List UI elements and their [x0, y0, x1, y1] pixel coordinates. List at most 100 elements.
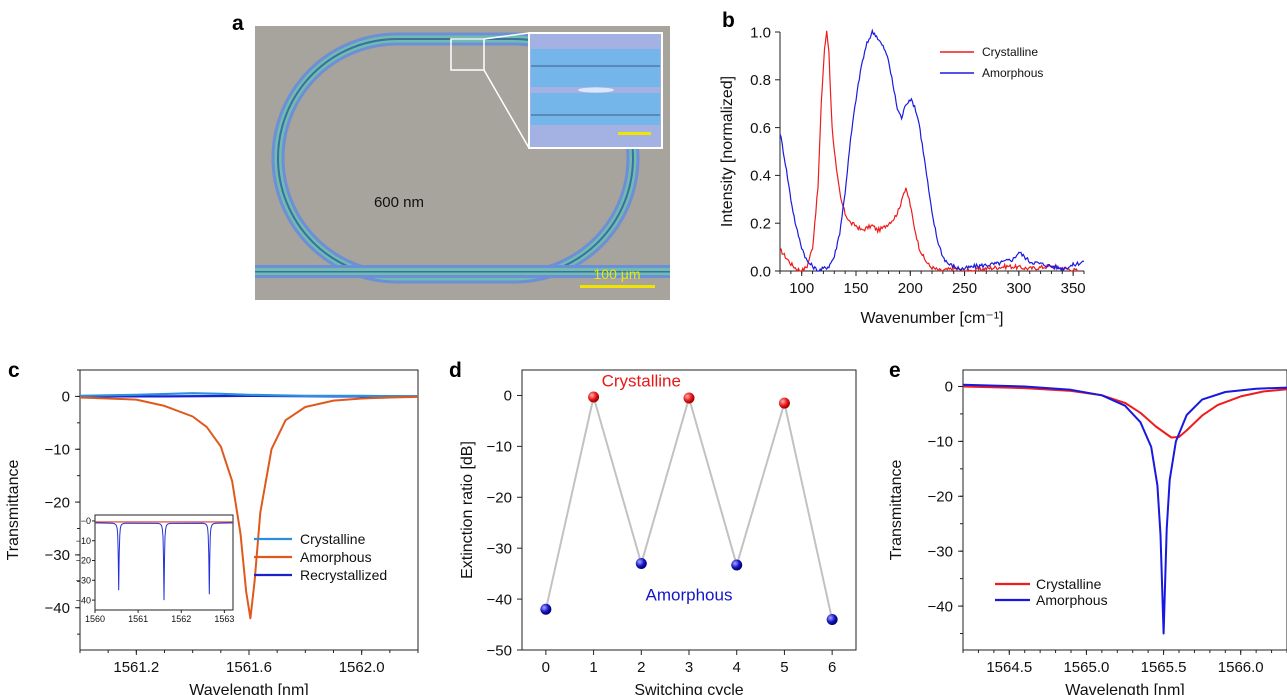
chart-d-point-amorphous	[635, 557, 647, 569]
ring-width-label: 600 nm	[374, 194, 424, 211]
chart-d-point-amorphous	[731, 559, 743, 571]
micrograph-inset	[528, 32, 663, 149]
chart-d-xtick-label: 6	[828, 659, 836, 676]
chart-e-ylabel: Transmittance	[888, 460, 905, 561]
chart-d-annotation-amorphous: Amorphous	[646, 586, 733, 605]
chart-d-xtick-label: 2	[637, 659, 645, 676]
zoom-region-box	[450, 38, 485, 71]
chart-d-frame	[521, 369, 857, 651]
chart-d-ytick-label: −40	[487, 591, 512, 608]
chart-e-xtick-label: 1566.0	[1218, 659, 1264, 676]
chart-d-ytick-label: −30	[487, 540, 512, 557]
chart-b-xtick-label: 150	[843, 280, 868, 297]
chart-b-xtick-label: 300	[1006, 280, 1031, 297]
chart-d-xtick-label: 0	[542, 659, 550, 676]
chart-c-ytick-label: 0	[62, 389, 70, 406]
chart-e-xtick-label: 1564.5	[986, 659, 1032, 676]
chart-b-series-amorphous	[779, 28, 1085, 272]
chart-b-ytick-label: 0.0	[750, 263, 771, 280]
chart-d-point-amorphous	[540, 603, 552, 615]
chart-d-xtick-label: 4	[733, 659, 741, 676]
chart-c-inset-ytick-label: −0	[81, 516, 91, 526]
bus-waveguide-core	[255, 271, 670, 273]
chart-e-series-amorphous	[962, 383, 1287, 635]
chart-c-ytick-label: −10	[45, 441, 70, 458]
chart-c-xlabel: Wavelength [nm]	[189, 682, 308, 695]
chart-c-inset-xtick-label: 1563	[214, 614, 234, 624]
chart-c-inset-ytick-label: −20	[76, 556, 91, 566]
chart-b-series-crystalline	[779, 30, 1079, 273]
chart-d-point-crystalline	[683, 392, 695, 404]
chart-c-xtick-label: 1561.2	[113, 659, 159, 676]
chart-c-inset-frame	[94, 514, 234, 611]
chart-e-xtick-label: 1565.0	[1063, 659, 1109, 676]
chart-b-ytick-label: 0.8	[750, 72, 771, 89]
chart-d-xlabel: Switching cycle	[634, 682, 743, 695]
chart-e: 1564.5 1565.0 1565.5 1566.0 0 −10 −20 −30 −40 Wav…	[888, 369, 1287, 695]
chart-e-series-crystalline	[962, 385, 1287, 439]
scalebar	[580, 285, 655, 288]
chart-c-ytick-label: −20	[45, 494, 70, 511]
inset-scalebar	[618, 132, 651, 135]
chart-e-legend-label-crystalline: Crystalline	[1036, 576, 1102, 592]
chart-d-point-crystalline	[588, 391, 600, 403]
chart-d: 0 1 2 3 4 5 6 0 −10 −20 −30 −40 −50 Switching cycle Ex…	[459, 369, 857, 695]
scalebar-label: 100 μm	[594, 266, 641, 282]
chart-c-inset-xtick-label: 1561	[128, 614, 148, 624]
chart-e-ytick-label: −40	[928, 598, 953, 615]
chart-c-inset: 1560 1561 1562 1563 −0 −10 −20 −30 −40	[76, 514, 234, 624]
zoom-line-bottom	[483, 69, 530, 149]
chart-c-inset-xtick-label: 1562	[171, 614, 191, 624]
chart-c-inset-xtick-label: 1560	[85, 614, 105, 624]
panel-a-micrograph: 600 nm 100 μm	[255, 26, 670, 300]
chart-b-xtick-label: 350	[1061, 280, 1086, 297]
chart-e-ytick-label: −30	[928, 543, 953, 560]
pcm-cell	[578, 87, 614, 93]
panel-label-d: d	[449, 359, 462, 382]
chart-b-legend-label-crystalline: Crystalline	[982, 45, 1038, 59]
panel-label-c: c	[8, 359, 20, 382]
chart-b-ytick-label: 0.6	[750, 120, 771, 137]
chart-e-legend-label-amorphous: Amorphous	[1036, 592, 1108, 608]
chart-c-inset-ytick-label: −40	[76, 595, 91, 605]
chart-c-legend-label-recrystallized: Recrystallized	[300, 567, 387, 583]
chart-d-ytick-label: −10	[487, 439, 512, 456]
chart-b: 100 150 200 250 300 350 0.0 0.2 0.4 0.6 0.8 1.0 Wave…	[719, 24, 1086, 327]
chart-e-xlabel: Wavelength [nm]	[1065, 682, 1184, 695]
chart-d-point-amorphous	[826, 613, 838, 625]
chart-b-xlabel: Wavenumber [cm⁻¹]	[861, 310, 1004, 327]
chart-e-xtick-label: 1565.5	[1141, 659, 1187, 676]
chart-b-xtick-label: 250	[952, 280, 977, 297]
chart-d-ytick-label: 0	[504, 388, 512, 405]
chart-b-xtick-label: 200	[898, 280, 923, 297]
chart-b-xtick-label: 100	[789, 280, 814, 297]
chart-c-ylabel: Transmittance	[5, 460, 22, 561]
chart-c-series-crystalline	[79, 392, 419, 398]
chart-d-point-crystalline	[778, 397, 790, 409]
chart-b-ytick-label: 0.4	[750, 168, 771, 185]
chart-b-ylabel: Intensity [normalized]	[719, 76, 736, 227]
chart-c-legend-label-crystalline: Crystalline	[300, 531, 366, 547]
chart-e-ytick-label: −20	[928, 489, 953, 506]
chart-d-xtick-label: 1	[589, 659, 597, 676]
chart-d-xtick-label: 3	[685, 659, 693, 676]
zoom-line-top	[483, 32, 530, 40]
chart-d-ytick-label: −50	[487, 642, 512, 659]
chart-b-legend-label-amorphous: Amorphous	[982, 66, 1043, 80]
chart-c-xtick-label: 1562.0	[339, 659, 385, 676]
chart-c-inset-series-recrystallized	[94, 522, 234, 601]
chart-e-frame	[962, 369, 1287, 651]
chart-b-ytick-label: 1.0	[750, 24, 771, 41]
chart-e-ytick-label: 0	[945, 379, 953, 396]
chart-c-inset-ytick-label: −10	[76, 536, 91, 546]
chart-c-ytick-label: −40	[45, 600, 70, 617]
chart-c: 1561.2 1561.6 1562.0 0 −10 −20 −30 −40 Wavelengt…	[5, 369, 419, 695]
chart-c-xtick-label: 1561.6	[226, 659, 272, 676]
chart-d-annotation-crystalline: Crystalline	[602, 371, 681, 390]
chart-c-series-amorphous	[79, 395, 419, 620]
chart-d-ytick-label: −20	[487, 490, 512, 507]
panel-label-a: a	[232, 12, 244, 35]
chart-c-inset-ytick-label: −30	[76, 575, 91, 585]
chart-d-ylabel: Extinction ratio [dB]	[459, 441, 476, 579]
